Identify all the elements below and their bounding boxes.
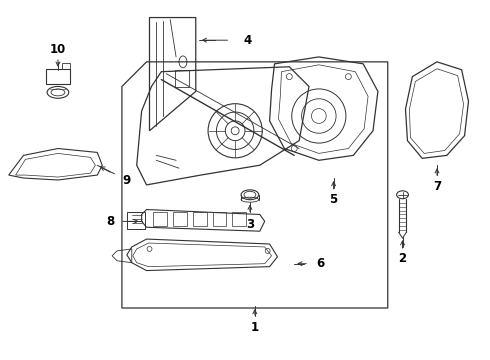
Text: 2: 2	[398, 252, 407, 265]
Text: 7: 7	[433, 180, 441, 193]
Text: 3: 3	[246, 218, 254, 231]
Text: 9: 9	[122, 174, 131, 186]
Text: 4: 4	[244, 34, 252, 47]
Text: 1: 1	[251, 321, 259, 334]
Text: 8: 8	[106, 215, 114, 228]
Text: 10: 10	[50, 42, 66, 55]
Text: 5: 5	[329, 193, 338, 206]
Text: 6: 6	[317, 257, 325, 270]
